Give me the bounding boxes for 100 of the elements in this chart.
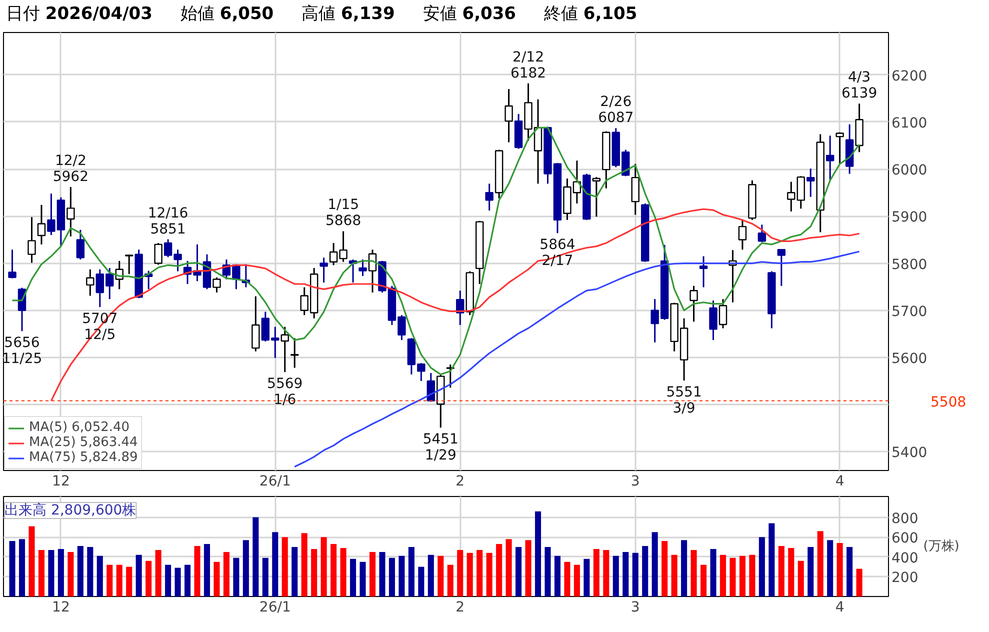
bar (544, 546, 551, 596)
candlestick (290, 337, 299, 369)
annotation: 12/16 5851 (148, 205, 188, 238)
candlestick (709, 300, 718, 341)
candlestick (212, 276, 221, 294)
bar (564, 562, 570, 596)
x-tick-label: 4 (835, 474, 844, 490)
candlestick (777, 248, 786, 287)
x-tick-label: 2 (456, 600, 465, 616)
bar (739, 556, 746, 596)
bar (388, 558, 395, 596)
candlestick (758, 224, 766, 243)
bar (758, 537, 765, 596)
x-tick-label: 26/1 (259, 600, 291, 616)
bar (146, 560, 152, 596)
bar (690, 550, 697, 596)
bar (96, 556, 103, 596)
annotation: 5451 1/29 (422, 432, 458, 464)
bar (301, 533, 308, 596)
candlestick (592, 176, 601, 218)
bar (379, 552, 386, 596)
bar (817, 531, 824, 596)
bar (292, 546, 298, 596)
candlestick (485, 182, 494, 212)
legend-label: MA(75) 5,824.89 (29, 450, 138, 465)
bar (486, 552, 492, 596)
bar (311, 548, 318, 596)
bar (730, 558, 736, 596)
bar (534, 511, 542, 596)
bar (827, 540, 834, 596)
candlestick (154, 242, 162, 266)
bar (360, 562, 366, 596)
x-tick-label: 3 (630, 474, 640, 490)
annotation: 5864 2/17 (540, 237, 576, 270)
bar (710, 548, 716, 596)
bar (681, 540, 688, 596)
y-tick-label: 400 (892, 550, 918, 566)
bar (9, 541, 16, 596)
x-tick-label: 2 (456, 474, 465, 490)
bar (184, 564, 191, 596)
bar (223, 552, 230, 596)
bar (476, 550, 483, 596)
bar (126, 566, 132, 596)
x-tick-label: 12 (52, 474, 70, 490)
text: 高値 6,139 (302, 4, 395, 24)
x-tick-label: 26/1 (259, 474, 291, 490)
annotation: 5551 3/9 (666, 384, 702, 417)
y-tick-label: 5800 (892, 256, 928, 273)
bar (612, 556, 619, 596)
y-axis-title: (万株) (923, 539, 960, 554)
bar (214, 562, 220, 596)
bar (525, 540, 532, 596)
candlestick (836, 132, 844, 165)
legend-label: MA(25) 5,863.44 (29, 435, 138, 450)
annotation: 5569 1/6 (267, 376, 303, 408)
y-tick-label: 6200 (892, 68, 928, 84)
bar (466, 552, 473, 596)
bar (438, 556, 444, 596)
bar (632, 552, 638, 596)
candlestick (796, 175, 805, 210)
candlestick (252, 295, 260, 352)
annotation: 2/26 6087 (598, 94, 634, 126)
annotation: 1/15 5868 (325, 197, 362, 230)
bar (77, 546, 84, 596)
y-tick-label: 200 (892, 570, 918, 586)
candlestick (8, 248, 16, 280)
bar (584, 558, 590, 596)
candlestick (699, 255, 708, 288)
bar (58, 548, 64, 596)
bar (174, 568, 181, 596)
bar (856, 568, 862, 596)
legend-label: MA(5) 6,052.40 (29, 420, 130, 435)
bar (369, 552, 376, 596)
bar (652, 532, 658, 596)
bar (516, 546, 522, 596)
annotation: 4/3 6139 (841, 70, 878, 102)
bar (428, 554, 434, 596)
bar (38, 550, 44, 596)
bar (242, 540, 249, 596)
bar (798, 560, 804, 596)
bar (28, 526, 35, 596)
bar (447, 564, 454, 596)
bar (642, 546, 648, 596)
bar (330, 544, 337, 596)
bar (106, 564, 113, 596)
y-tick-label: 600 (892, 530, 918, 547)
bar (593, 548, 600, 596)
text: 始値 6,050 (180, 4, 274, 24)
x-tick-label: 4 (835, 600, 844, 616)
x-tick-label: 3 (630, 600, 640, 616)
candlestick (718, 298, 728, 330)
text: 安値 6,036 (422, 4, 516, 24)
bar (252, 517, 259, 596)
bar (662, 541, 668, 596)
y-tick-label: 6100 (892, 115, 928, 132)
candlestick (280, 326, 289, 373)
bar (749, 554, 756, 596)
bar (671, 554, 678, 596)
candlestick (124, 254, 134, 275)
bar (282, 537, 288, 596)
